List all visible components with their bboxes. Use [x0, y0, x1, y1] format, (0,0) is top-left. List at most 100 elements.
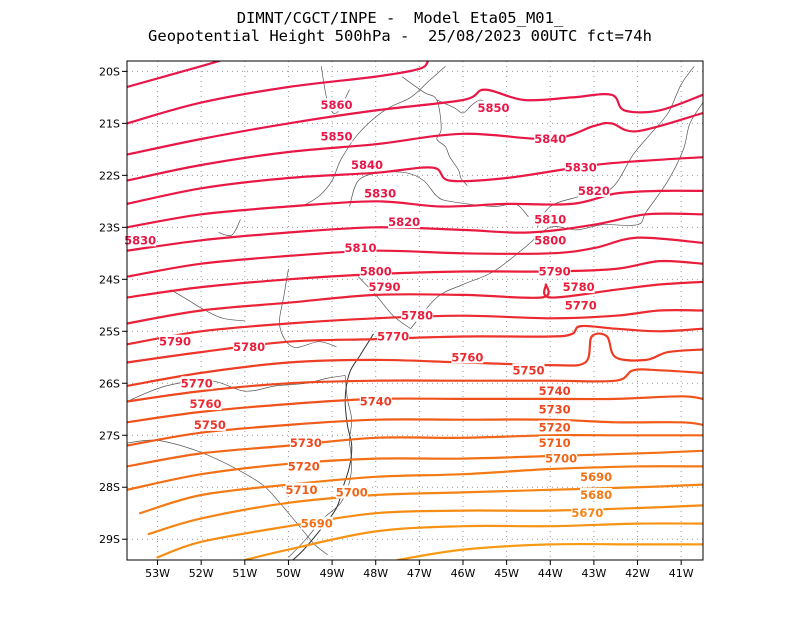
contour-label-bg: [538, 384, 571, 398]
contour-label-bg: [580, 488, 613, 502]
contour-label: 5690: [580, 470, 612, 484]
contour-label-bg: [180, 376, 213, 390]
contour-labels: 5860 5850 5850 5840 5840 5830 5830 5820 5830 5820…: [124, 98, 613, 531]
contour-label: 5850: [320, 129, 352, 143]
contour-5790: [127, 236, 703, 278]
contour-label: 5840: [534, 132, 566, 146]
plot-frame: [126, 60, 704, 561]
contour-label: 5690: [301, 517, 333, 531]
contour-label-bg: [344, 241, 377, 255]
chart-title-line1: DIMNT/CGCT/INPE - Model Eta05_M01_: [236, 9, 564, 27]
contour-label: 5750: [512, 363, 544, 377]
contour-label-bg: [534, 131, 567, 145]
contour-label-bg: [577, 183, 610, 197]
contour-label-bg: [512, 363, 545, 377]
contour-label-bg: [451, 350, 484, 364]
x-tick-label: 51W: [232, 567, 257, 580]
contour-label-bg: [289, 436, 322, 450]
contour-label-bg: [571, 506, 604, 520]
contour-label-bg: [189, 397, 222, 411]
contour-label: 5850: [478, 101, 510, 115]
map-boundary: [401, 76, 468, 186]
contour-label-bg: [545, 451, 578, 465]
contour-5760: [127, 309, 703, 346]
x-tick-label: 46W: [451, 567, 476, 580]
contour-label-bg: [564, 298, 597, 312]
contour-label: 5860: [320, 98, 352, 112]
contour-label-bg: [287, 459, 320, 473]
x-tick-label: 53W: [145, 567, 170, 580]
contour-5780: [127, 259, 703, 299]
contour-label: 5670: [571, 506, 603, 520]
contour-label-bg: [364, 186, 397, 200]
contour-5820: [127, 156, 703, 205]
contour-5710: [127, 418, 703, 447]
contour-label: 5770: [565, 298, 597, 312]
contour-label: 5780: [233, 340, 265, 354]
map-boundary: [358, 276, 411, 329]
contour-label-bg: [388, 215, 421, 229]
contour-label: 5740: [360, 394, 392, 408]
contour-label: 5780: [401, 309, 433, 323]
map-boundaries: [127, 65, 703, 560]
contour-label-bg: [377, 329, 410, 343]
map-boundary: [536, 65, 695, 228]
contour-label-bg: [335, 485, 368, 499]
contour-label-bg: [233, 339, 266, 353]
contour-label: 5730: [290, 436, 322, 450]
contour-label-bg: [359, 394, 392, 408]
map-boundary: [436, 99, 490, 114]
map-boundary: [279, 268, 337, 348]
x-tick-label: 47W: [407, 567, 432, 580]
contour-label-bg: [359, 264, 392, 278]
contour-label: 5830: [124, 233, 156, 247]
contour-label-bg: [159, 334, 191, 348]
contour-label: 5820: [388, 215, 420, 229]
x-axis-ticks: 53W 52W 51W 50W 49W 48W 47W 46W 45W 44W 43W 42W 41W: [145, 560, 694, 580]
x-tick-label: 44W: [538, 567, 563, 580]
contour-label-bg: [477, 100, 510, 114]
contour-label: 5750: [194, 418, 226, 432]
y-tick-label: 26S: [99, 377, 120, 390]
x-tick-label: 43W: [581, 567, 606, 580]
contour-label: 5810: [534, 213, 566, 227]
contour-label-bg: [564, 160, 597, 174]
contour-5670: [147, 483, 703, 536]
map-boundary: [410, 102, 703, 329]
contour-label: 5830: [364, 187, 396, 201]
contour-label: 5770: [377, 329, 409, 343]
y-tick-label: 24S: [99, 273, 120, 286]
x-tick-label: 52W: [189, 567, 214, 580]
contour-label: 5780: [563, 280, 595, 294]
contour-label: 5800: [360, 265, 392, 279]
contour-label: 5760: [451, 350, 483, 364]
contour-5650: [243, 522, 703, 560]
contour-label: 5830: [565, 161, 597, 175]
chart-title-line2: Geopotential Height 500hPa - 25/08/2023 …: [148, 27, 652, 45]
contour-label-bg: [351, 157, 383, 171]
contour-label-bg: [320, 98, 353, 112]
contour-label-bg: [580, 469, 613, 483]
x-tick-label: 42W: [625, 567, 650, 580]
contour-label: 5700: [545, 452, 577, 466]
contour-5680: [139, 465, 703, 515]
x-tick-label: 41W: [669, 567, 694, 580]
contour-5690: [127, 449, 703, 491]
map-boundary: [127, 439, 328, 556]
contour-5810: [127, 189, 703, 229]
y-tick-label: 22S: [99, 169, 120, 182]
contour-label-bg: [538, 420, 571, 434]
contour-label-bg: [538, 436, 571, 450]
contour-label: 5790: [159, 335, 191, 349]
contour-label: 5720: [288, 459, 320, 473]
contour-5840: [127, 88, 703, 156]
map-boundary: [301, 65, 446, 207]
contour-label-bg: [562, 280, 595, 294]
contour-label-bg: [285, 482, 318, 496]
y-tick-label: 23S: [99, 221, 120, 234]
contour-label-bg: [534, 212, 567, 226]
y-axis-ticks: 20S 21S 22S 23S 24S 25S 26S 27S 28S 29S: [99, 65, 127, 546]
contour-5770: [127, 280, 703, 325]
contour-label: 5700: [336, 485, 368, 499]
contour-5660: [156, 504, 703, 559]
